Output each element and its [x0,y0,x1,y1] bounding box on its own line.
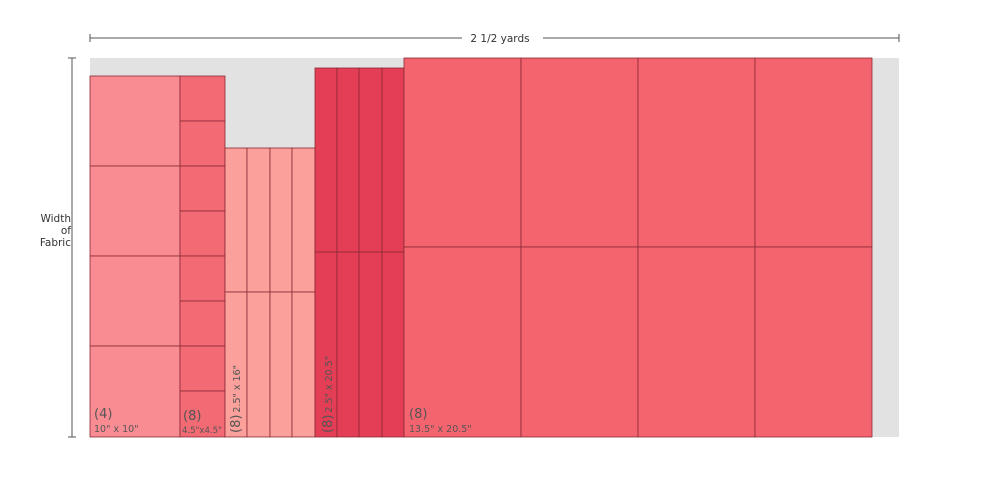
fabric-piece [314,67,338,253]
fabric-piece [89,345,181,438]
fabric-piece [224,147,248,293]
fabric-piece [269,291,293,438]
fabric-piece [381,67,405,253]
piece-label: (8) 2.5" x 16" [229,365,244,433]
fabric-piece [89,165,181,257]
width-label: Fabric [40,237,71,249]
piece-count: (4) [94,407,112,422]
piece-size: 13.5" x 20.5" [409,424,472,435]
width-label: Width [40,213,71,225]
piece-size: 4.5"x4.5" [182,426,222,436]
fabric-piece [520,246,639,438]
pieces [89,57,873,438]
piece-size: 2.5" x 20.5" [324,356,335,413]
fabric-piece [403,246,522,438]
fabric-piece [637,57,756,248]
fabric-piece [179,390,226,438]
fabric-piece [358,67,383,253]
fabric-piece [754,246,873,438]
fabric-piece [89,75,181,167]
piece-count: (8) [229,415,244,433]
fabric-piece [179,345,226,392]
fabric-piece [246,291,271,438]
piece-size: 10" x 10" [94,424,139,435]
fabric-piece [520,57,639,248]
fabric-piece [246,147,271,293]
fabric-piece [403,57,522,248]
piece-count: (8) [183,409,201,424]
fabric-piece [637,246,756,438]
piece-size: 2.5" x 16" [232,365,243,413]
fabric-piece [179,210,226,257]
fabric-piece [336,67,360,253]
fabric-piece [358,251,383,438]
piece-count: (8) [321,415,336,433]
fabric-piece [336,251,360,438]
fabric-piece [179,165,226,212]
piece-count: (8) [409,407,427,422]
fabric-piece [269,147,293,293]
fabric-piece [754,57,873,248]
fabric-piece [381,251,405,438]
fabric-piece [179,300,226,347]
fabric-piece [89,255,181,347]
fabric-piece [291,291,316,438]
fabric-piece [179,75,226,122]
length-label: 2 1/2 yards [470,33,529,45]
piece-label: (8) 2.5" x 20.5" [321,356,336,433]
width-label: of [61,225,71,237]
fabric-piece [291,147,316,293]
fabric-piece [179,255,226,302]
fabric-piece [179,120,226,167]
